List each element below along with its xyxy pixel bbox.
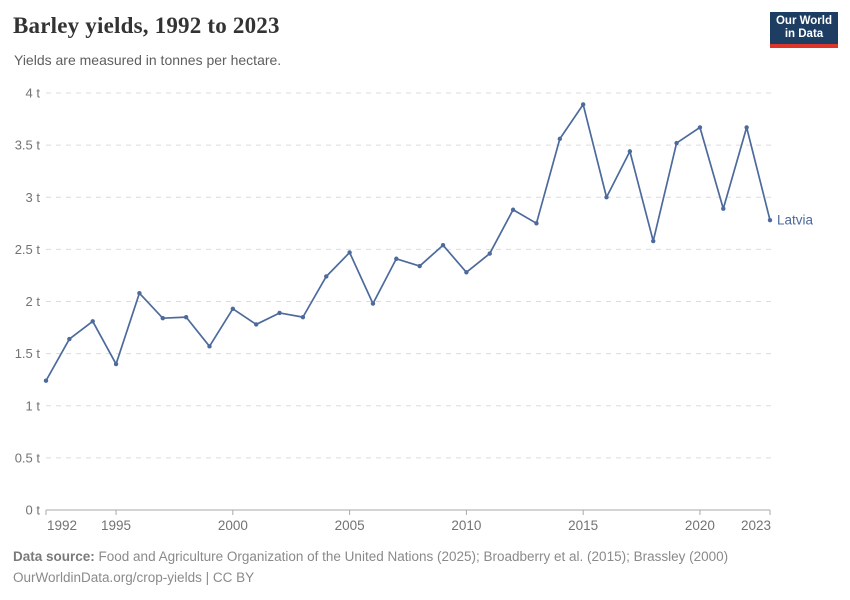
data-point-2015[interactable] [580,102,586,107]
y-tick-label: 2.5 t [15,242,41,257]
data-point-2023[interactable] [767,217,773,223]
x-tick-label: 1992 [47,518,77,533]
data-point-2005[interactable] [347,250,352,255]
y-tick-label: 0 t [26,503,41,518]
y-tick-label: 0.5 t [15,450,41,465]
x-tick-label: 2020 [685,518,715,533]
data-point-2007[interactable] [394,256,399,261]
y-tick-label: 3 t [26,190,41,205]
data-point-1994[interactable] [90,319,95,324]
data-point-2020[interactable] [697,125,703,130]
y-tick-label: 4 t [26,86,41,101]
x-tick-label: 2000 [218,518,248,533]
data-point-1993[interactable] [67,336,72,342]
owid-logo[interactable]: Our World in Data [770,12,838,48]
data-source-label: Data source: [13,549,95,564]
y-tick-label: 1 t [26,398,41,413]
data-point-1995[interactable] [113,361,119,367]
data-point-2022[interactable] [744,125,749,130]
data-point-2018[interactable] [651,238,656,244]
owid-logo-line1: Our World [775,15,832,27]
data-point-2016[interactable] [604,195,609,200]
data-point-2011[interactable] [487,251,492,256]
x-tick-label: 2015 [568,518,598,533]
y-tick-label: 1.5 t [15,346,41,361]
data-point-2009[interactable] [440,243,446,248]
data-point-1996[interactable] [137,290,142,296]
data-point-2017[interactable] [627,149,633,154]
page-subtitle: Yields are measured in tonnes per hectar… [14,52,282,68]
owid-logo-line2: in Data [784,28,824,40]
x-tick-label: 2005 [335,518,365,533]
series-label[interactable]: Latvia [777,213,814,228]
data-point-2010[interactable] [464,270,469,275]
data-point-2000[interactable] [230,306,236,311]
data-point-1992[interactable] [43,378,49,383]
x-tick-label: 1995 [101,518,131,533]
page-title: Barley yields, 1992 to 2023 [13,13,280,38]
data-source-text: Food and Agriculture Organization of the… [94,549,729,564]
data-point-2014[interactable] [557,136,563,142]
data-point-2002[interactable] [277,310,282,316]
data-point-2001[interactable] [253,322,259,327]
data-point-1999[interactable] [207,344,212,349]
x-tick-label: 2023 [741,518,771,533]
data-point-2008[interactable] [417,263,422,269]
data-point-2003[interactable] [300,314,306,320]
data-point-2006[interactable] [370,301,376,306]
chart-footer: Data source: Food and Agriculture Organi… [13,546,773,588]
data-point-2004[interactable] [324,274,329,279]
license-line: OurWorldinData.org/crop-yields | CC BY [13,570,255,585]
data-point-2012[interactable] [510,207,516,212]
data-source-line: Data source: Food and Agriculture Organi… [13,546,773,567]
series-line [45,103,771,382]
y-tick-label: 2 t [26,294,41,309]
data-point-1998[interactable] [183,314,189,320]
data-point-1997[interactable] [160,315,165,321]
y-tick-label: 3.5 t [15,138,41,153]
data-point-2021[interactable] [721,206,726,211]
data-point-2019[interactable] [674,140,679,146]
x-tick-label: 2010 [451,518,481,533]
data-point-2013[interactable] [534,221,539,226]
